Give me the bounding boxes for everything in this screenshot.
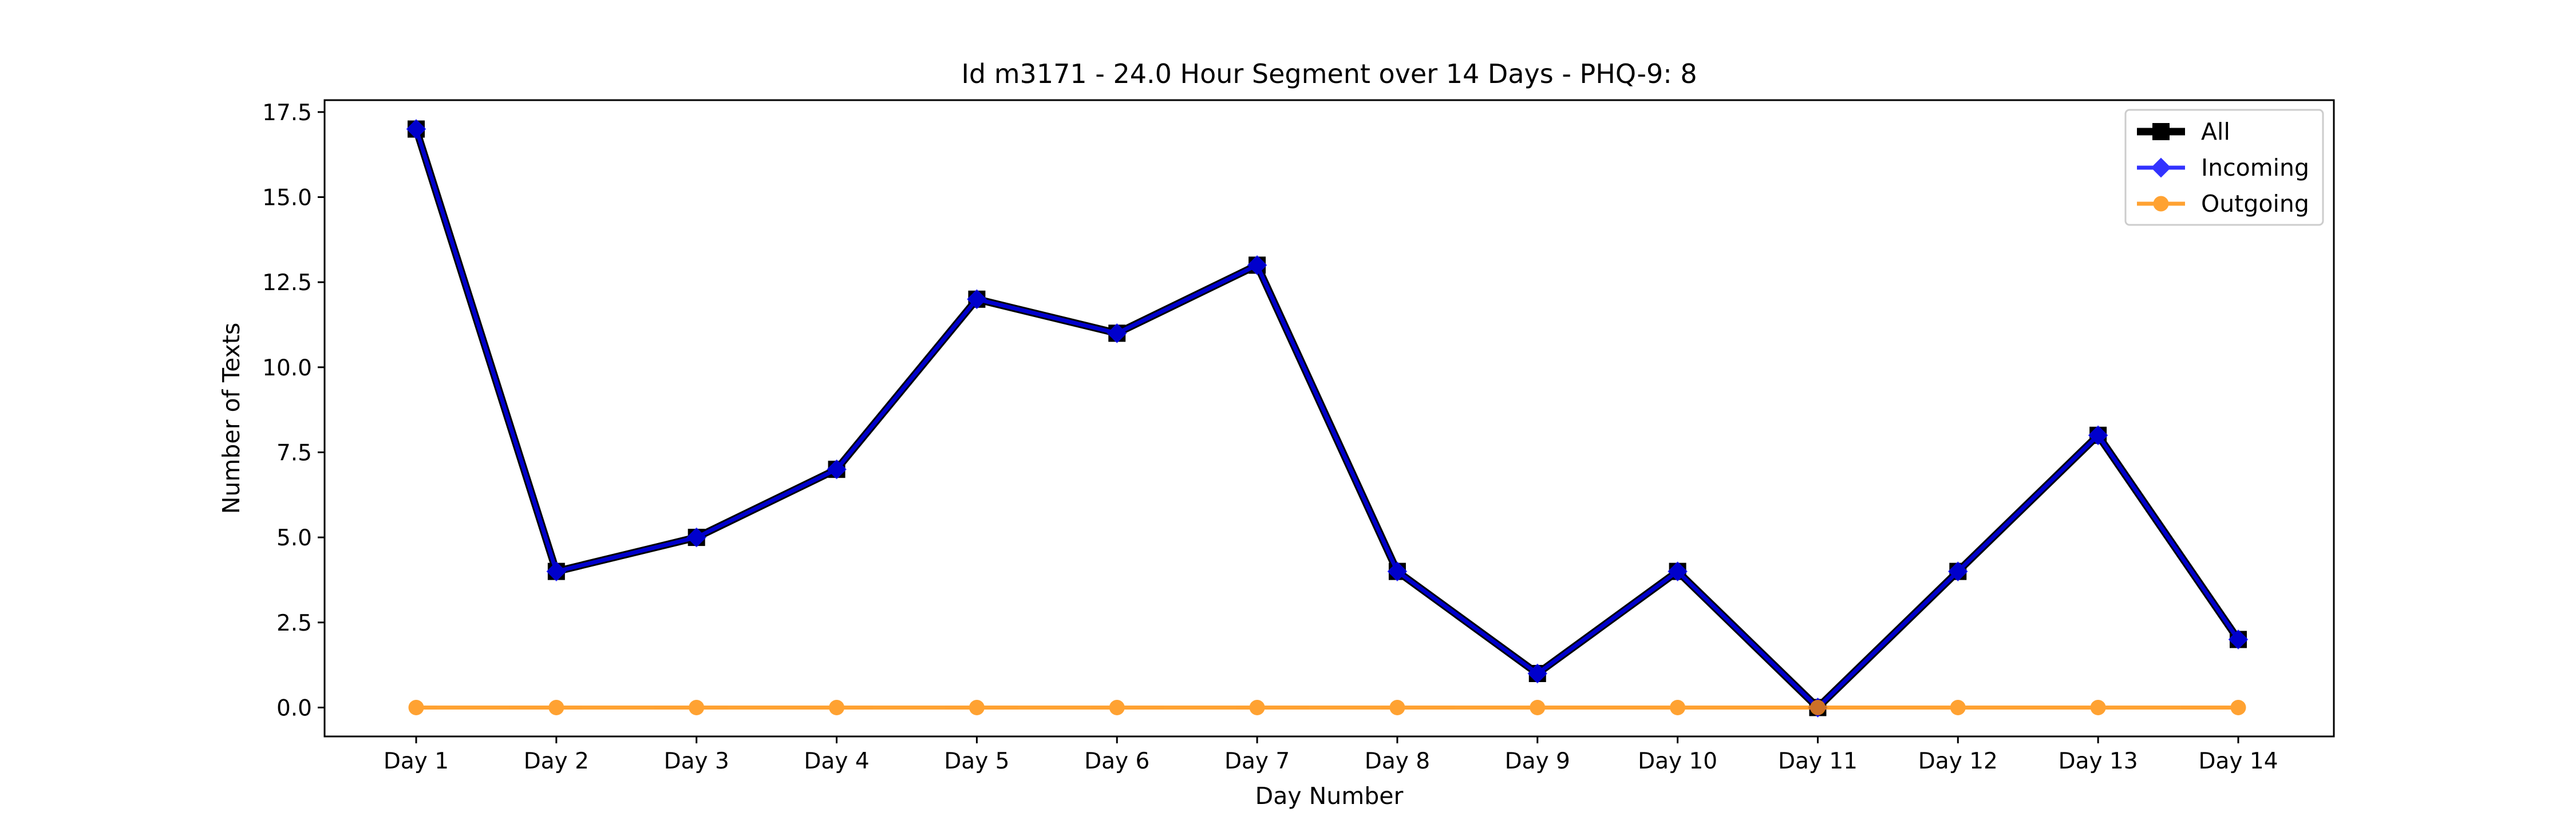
x-tick-label: Day 13 bbox=[2059, 748, 2138, 774]
data-point-incoming bbox=[2088, 425, 2108, 446]
data-point-outgoing bbox=[1109, 699, 1125, 715]
legend-marker-incoming bbox=[2151, 157, 2171, 178]
legend-marker-all bbox=[2152, 123, 2170, 140]
x-tick-label: Day 11 bbox=[1778, 748, 1858, 774]
data-point-outgoing bbox=[1389, 699, 1405, 715]
x-tick-label: Day 4 bbox=[804, 748, 869, 774]
x-tick-label: Day 10 bbox=[1638, 748, 1717, 774]
x-tick-label: Day 3 bbox=[664, 748, 729, 774]
legend-entry-all bbox=[2137, 123, 2185, 140]
legend-label-incoming: Incoming bbox=[2201, 154, 2309, 181]
data-point-incoming bbox=[686, 527, 707, 548]
data-point-outgoing bbox=[408, 699, 424, 715]
y-tick-label: 12.5 bbox=[262, 270, 312, 296]
data-point-outgoing bbox=[1249, 699, 1265, 715]
series-layer bbox=[406, 119, 2249, 718]
y-tick-label: 15.0 bbox=[262, 185, 312, 211]
legend-frame bbox=[2124, 109, 2324, 226]
data-point-incoming bbox=[1107, 323, 1127, 343]
data-point-incoming bbox=[1947, 561, 1968, 581]
data-point-outgoing bbox=[829, 699, 845, 715]
x-tick-label: Day 2 bbox=[524, 748, 589, 774]
legend-entry-outgoing bbox=[2137, 196, 2185, 212]
data-point-outgoing bbox=[1809, 699, 1826, 715]
plot-area-frame bbox=[323, 99, 2335, 738]
data-point-incoming bbox=[406, 119, 426, 139]
data-point-outgoing bbox=[548, 699, 564, 715]
data-point-incoming bbox=[1387, 561, 1408, 581]
series-outgoing bbox=[408, 699, 2246, 715]
legend: All Incoming Outgoing bbox=[2124, 109, 2324, 226]
legend-items: All Incoming Outgoing bbox=[2137, 118, 2309, 217]
series-line-incoming bbox=[414, 128, 2240, 710]
y-tick-label: 7.5 bbox=[276, 440, 312, 466]
data-point-incoming bbox=[827, 459, 847, 480]
x-tick-label: Day 12 bbox=[1918, 748, 1998, 774]
x-tick-label: Day 6 bbox=[1084, 748, 1149, 774]
x-tick-label: Day 1 bbox=[384, 748, 449, 774]
legend-marker-outgoing bbox=[2153, 196, 2169, 212]
x-tick-label: Day 5 bbox=[944, 748, 1009, 774]
data-point-outgoing bbox=[689, 699, 705, 715]
x-axis: Day 1 Day 2 Day 3 Day 4 Day 5 Day 6 Day 7 Day 8… bbox=[384, 736, 2278, 774]
data-point-incoming bbox=[967, 289, 987, 310]
data-point-outgoing bbox=[969, 699, 985, 715]
legend-entry-incoming bbox=[2137, 157, 2185, 178]
data-point-outgoing bbox=[1950, 699, 1966, 715]
x-tick-label: Day 8 bbox=[1365, 748, 1430, 774]
data-point-incoming bbox=[1527, 663, 1548, 684]
y-tick-label: 0.0 bbox=[276, 695, 312, 721]
data-point-incoming bbox=[546, 561, 567, 581]
y-axis-label: Number of Texts bbox=[218, 323, 245, 514]
legend-label-all: All bbox=[2201, 118, 2230, 145]
data-point-outgoing bbox=[2230, 699, 2246, 715]
x-tick-label: Day 7 bbox=[1224, 748, 1290, 774]
y-tick-label: 5.0 bbox=[276, 525, 312, 551]
y-tick-label: 10.0 bbox=[262, 355, 312, 381]
x-tick-label: Day 9 bbox=[1505, 748, 1570, 774]
legend-label-outgoing: Outgoing bbox=[2201, 190, 2309, 217]
data-point-incoming bbox=[2228, 629, 2249, 649]
series-incoming bbox=[406, 119, 2249, 718]
data-point-incoming bbox=[1247, 255, 1267, 275]
data-point-incoming bbox=[1668, 561, 1688, 581]
chart-title: Id m3171 - 24.0 Hour Segment over 14 Day… bbox=[961, 58, 1697, 89]
data-point-outgoing bbox=[1670, 699, 1686, 715]
y-tick-label: 2.5 bbox=[276, 611, 312, 636]
data-point-outgoing bbox=[2090, 699, 2106, 715]
y-tick-label: 17.5 bbox=[262, 100, 312, 126]
x-tick-label: Day 14 bbox=[2198, 748, 2278, 774]
data-point-outgoing bbox=[1530, 699, 1546, 715]
y-axis: 0.0 2.5 5.0 7.5 10.0 12.5 15.0 17.5 bbox=[262, 100, 325, 721]
x-axis-label: Day Number bbox=[1255, 782, 1404, 810]
